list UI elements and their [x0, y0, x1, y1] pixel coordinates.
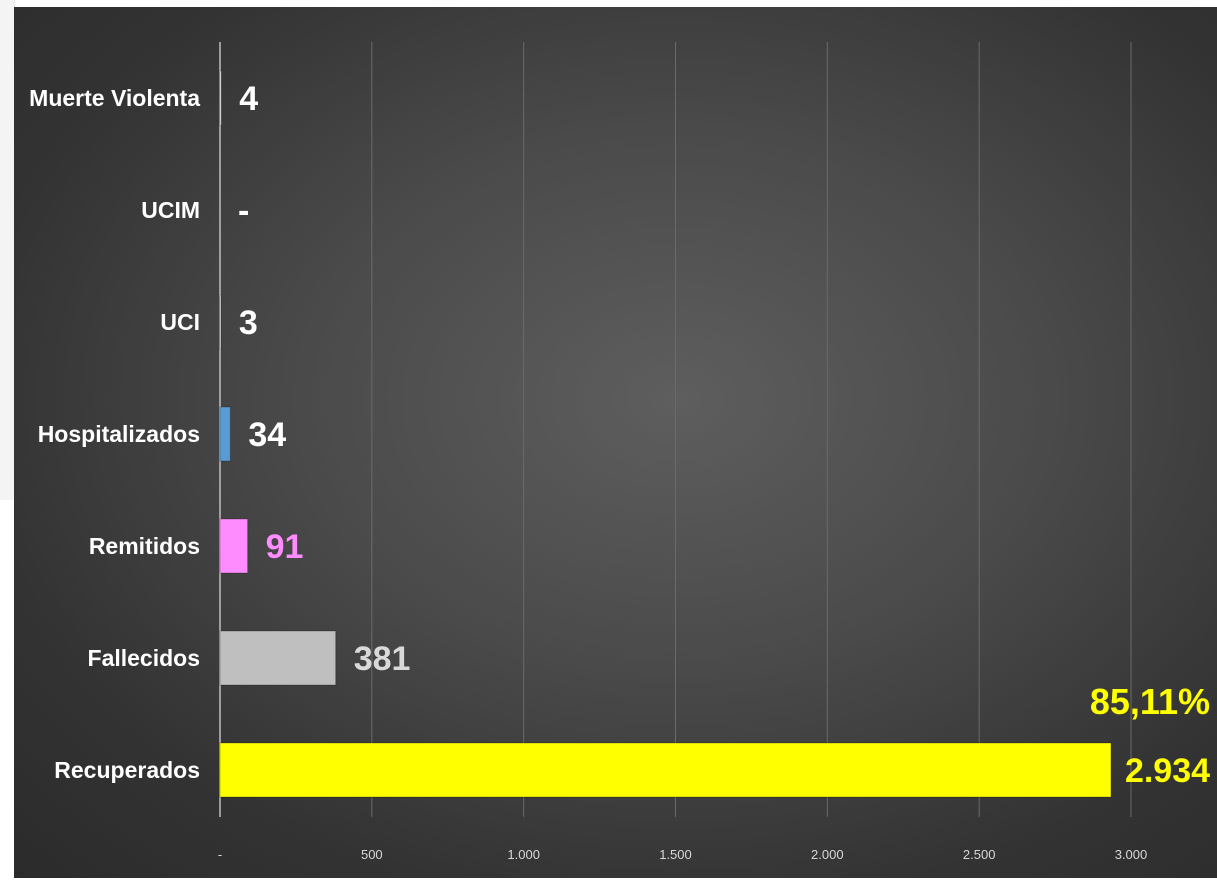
value-label: 2.934 — [1125, 752, 1210, 790]
value-label: 34 — [248, 416, 286, 454]
percentage-annotation: 85,11% — [1090, 681, 1210, 722]
category-label: Muerte Violenta — [29, 85, 200, 111]
category-label: Hospitalizados — [38, 421, 200, 447]
gridlines — [371, 42, 1132, 817]
value-label: 381 — [354, 640, 411, 678]
x-tick-label: 1.000 — [507, 847, 540, 862]
bar-remitidos — [219, 518, 249, 574]
x-tick-labels: - 500 1.000 1.500 2.000 2.500 3.000 — [218, 847, 1147, 862]
category-label: Recuperados — [54, 757, 200, 783]
value-label: - — [238, 192, 249, 230]
x-tick-label: 2.000 — [811, 847, 844, 862]
category-label: Fallecidos — [88, 645, 200, 671]
value-label: 91 — [266, 528, 304, 566]
page-left-margin — [0, 0, 15, 500]
bar-fallecidos — [219, 630, 337, 686]
bar-chart: Muerte Violenta UCIM UCI Hospitalizados Remi… — [29, 42, 1210, 862]
bars — [219, 70, 1112, 798]
bar-recuperados — [219, 742, 1112, 798]
bar-hospitalizados — [219, 406, 231, 462]
x-tick-label: 500 — [361, 847, 383, 862]
x-tick-label: 3.000 — [1115, 847, 1148, 862]
x-tick-label: 2.500 — [963, 847, 996, 862]
chart-panel: Muerte Violenta UCIM UCI Hospitalizados Remi… — [14, 7, 1217, 878]
category-labels: Muerte Violenta UCIM UCI Hospitalizados Remi… — [29, 85, 200, 783]
bar-muerte-violenta — [219, 70, 222, 126]
value-labels: 4 - 3 34 91 381 2.934 — [238, 80, 1210, 790]
category-label: UCI — [160, 309, 200, 335]
x-tick-label: 1.500 — [659, 847, 692, 862]
value-label: 4 — [239, 80, 258, 118]
value-label: 3 — [239, 304, 258, 342]
category-label: Remitidos — [89, 533, 200, 559]
category-label: UCIM — [141, 197, 200, 223]
bar-uci — [219, 294, 222, 350]
x-tick-label: - — [218, 847, 222, 862]
